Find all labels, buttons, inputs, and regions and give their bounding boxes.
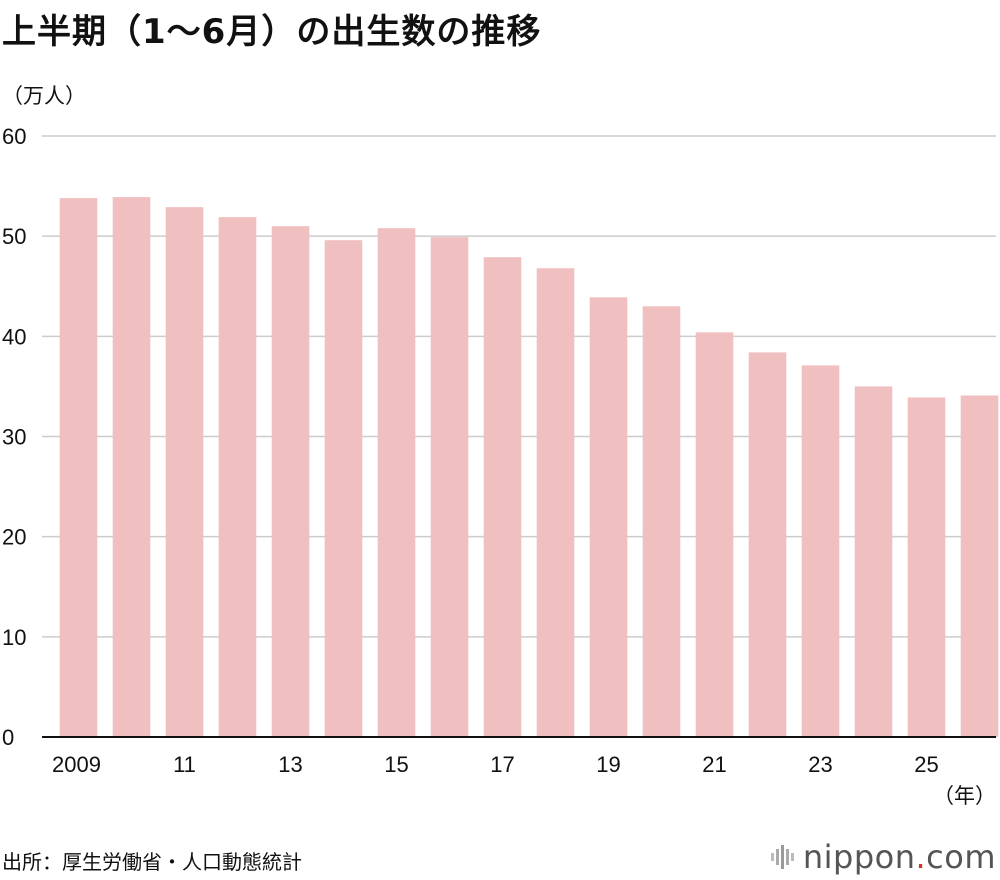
- bar-2018: [536, 268, 575, 737]
- logo-tld: com: [926, 838, 996, 876]
- bar-2009: [59, 198, 98, 737]
- x-tick-label: 2009: [52, 752, 101, 777]
- bar-2016: [430, 237, 469, 737]
- y-tick-label: 50: [2, 224, 26, 249]
- x-tick-label: 23: [808, 752, 832, 777]
- x-tick-labels: 2009 11 13 15 17 19 21 23 25: [52, 752, 939, 777]
- logo-word: nippon: [802, 838, 916, 876]
- bars: [59, 197, 999, 738]
- y-tick-label: 20: [2, 525, 26, 550]
- y-tick-label: 10: [2, 625, 26, 650]
- bar-2026: [960, 395, 999, 737]
- bar-2015: [377, 228, 416, 738]
- bar-2022: [748, 352, 787, 737]
- x-tick-label: 11: [173, 752, 196, 777]
- bar-2011: [165, 207, 204, 737]
- logo-dot: .: [915, 838, 927, 876]
- chart-title: 上半期（1〜6月）の出生数の推移: [2, 12, 542, 52]
- source-note: 出所：厚生労働省・人口動態統計: [2, 850, 302, 874]
- x-tick-label: 21: [702, 752, 726, 777]
- y-tick-label: 30: [2, 425, 26, 450]
- y-tick-label: 0: [2, 725, 14, 750]
- x-tick-label: 15: [384, 752, 408, 777]
- bar-2024: [854, 386, 893, 737]
- bar-2010: [112, 197, 151, 737]
- bar-2013: [271, 226, 310, 737]
- bar-2025: [907, 397, 946, 737]
- bar-2014: [324, 240, 363, 737]
- bar-2019: [589, 297, 628, 737]
- x-axis-unit: （年）: [933, 784, 996, 808]
- y-axis-unit: （万人）: [2, 84, 86, 108]
- y-tick-labels: 0 10 20 30 40 50 60: [2, 124, 26, 750]
- x-tick-label: 25: [914, 752, 938, 777]
- y-tick-label: 40: [2, 324, 26, 349]
- bar-2020: [642, 306, 681, 737]
- bar-2021: [695, 332, 734, 737]
- nippon-com-logo: nippon. com: [770, 838, 996, 876]
- logo-bars-icon: [770, 845, 794, 869]
- x-tick-label: 13: [278, 752, 302, 777]
- bar-2012: [218, 217, 257, 737]
- bar-2017: [483, 257, 522, 737]
- bar-2023: [801, 365, 840, 737]
- x-tick-label: 17: [490, 752, 514, 777]
- x-tick-label: 19: [596, 752, 620, 777]
- y-tick-label: 60: [2, 124, 26, 149]
